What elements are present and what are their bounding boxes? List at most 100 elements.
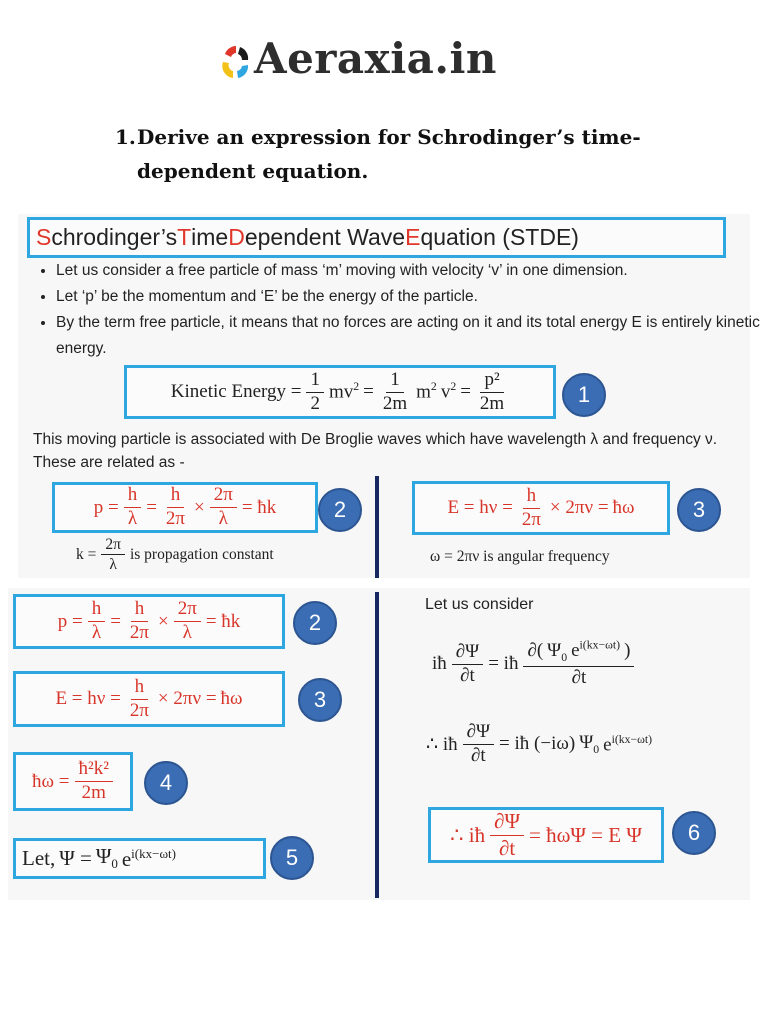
math-text: ∴ iħ — [426, 733, 458, 755]
fraction: ∂Ψ ∂t — [451, 641, 484, 687]
math-text: h — [91, 598, 102, 620]
math-term: v2 — [441, 380, 456, 403]
denominator: λ — [88, 622, 105, 644]
numerator: 2π — [209, 484, 237, 508]
title-seg: T — [177, 224, 192, 250]
energy-box-2: E = hν = h 2π × 2πν = ħω — [13, 671, 285, 727]
denominator: λ — [105, 555, 121, 573]
logo-text: Aeraxia.in — [254, 34, 497, 83]
math-term: Ψ0 — [579, 732, 599, 757]
badge-2: 2 — [318, 488, 362, 532]
math-text: ħω — [220, 688, 243, 709]
numerator: h — [130, 675, 149, 700]
badge-6: 6 — [672, 811, 716, 855]
math-text: 2m — [382, 392, 408, 414]
fraction: 2π λ — [209, 484, 237, 530]
math-text: = ħωΨ = E Ψ — [529, 822, 642, 847]
aeraxia-logo-icon — [222, 46, 249, 78]
math-text: h — [526, 484, 537, 506]
math-text: = — [110, 610, 121, 632]
base: m — [416, 381, 431, 403]
numerator: p² — [480, 369, 504, 393]
base: mv — [328, 381, 354, 403]
math-text: Let, — [22, 846, 56, 870]
superscript: i(kx−ωt) — [131, 845, 176, 861]
math-text: ∂t — [571, 667, 587, 689]
math-text: = — [363, 381, 374, 402]
wavefunction-box: Let, Ψ = Ψ0 ei(kx−ωt) — [13, 838, 266, 879]
math-text: ∂t — [498, 835, 516, 860]
derivative-step-1: iħ ∂Ψ ∂t = iħ ∂(Ψ0 ei(kx−ωt)) ∂t — [430, 639, 637, 689]
fraction: ∂Ψ ∂t — [462, 721, 495, 767]
kinetic-energy-box: Kinetic Energy = 1 2 mv2 = 1 2m m2 v2 = p² 2m — [124, 365, 556, 419]
denominator: λ — [179, 622, 196, 644]
energy-equation: E = hν = h 2π × 2πν = ħω — [53, 675, 244, 722]
base: Ψ — [579, 731, 594, 753]
numerator: ħ²k² — [74, 758, 113, 782]
denominator: 2π — [162, 508, 189, 530]
fraction: 1 2m — [379, 368, 411, 415]
math-text: λ — [182, 622, 192, 643]
fraction: h 2π — [162, 484, 189, 530]
wavefunction-equation: Let, Ψ = Ψ0 ei(kx−ωt) — [20, 844, 178, 872]
title-seg: E — [405, 224, 421, 250]
dispersion-equation: ħω = ħ²k² 2m — [30, 758, 116, 804]
math-text: × — [158, 610, 169, 632]
badge-3: 3 — [298, 678, 342, 722]
energy-equation: E = hν = h 2π × 2πν = ħω — [445, 484, 636, 531]
math-text: ħ²k² — [78, 758, 109, 780]
derivative-step-2: ∴ iħ ∂Ψ ∂t = iħ (−iω) Ψ0 ei(kx−ωt) — [424, 721, 654, 767]
numerator: h — [123, 484, 142, 508]
fraction: 2π λ — [101, 536, 125, 573]
denominator: 2m — [379, 393, 411, 415]
derivative-equation-2: ∴ iħ ∂Ψ ∂t = iħ (−iω) Ψ0 ei(kx−ωt) — [424, 721, 654, 767]
k-note-equation: k = 2π λ is propagation constant — [74, 536, 276, 573]
base: e — [603, 734, 612, 756]
numerator: ∂Ψ — [462, 721, 495, 745]
numerator: ∂Ψ — [451, 641, 484, 665]
math-text: 2m — [81, 782, 106, 803]
math-text: 1 — [390, 368, 400, 390]
energy-box: E = hν = h 2π × 2πν = ħω — [412, 481, 670, 535]
momentum-box-2: p = h λ = h 2π × 2π λ = ħk — [13, 594, 285, 649]
math-text: ∂Ψ — [466, 721, 491, 742]
badge-2: 2 — [293, 601, 337, 645]
math-text: ∂t — [471, 744, 486, 766]
math-term: ei(kx−ωt) — [603, 733, 652, 756]
math-term: Ψ0 — [96, 844, 118, 872]
title-seg: quation (STDE) — [420, 224, 579, 250]
fraction: p² 2m — [476, 369, 508, 415]
bullet-item: Let ‘p’ be the momentum and ‘E’ be the e… — [56, 284, 766, 310]
math-text: = — [146, 496, 157, 518]
numerator: h — [522, 484, 541, 509]
fraction: h 2π — [126, 598, 153, 644]
denominator: 2π — [126, 622, 153, 644]
column-divider — [375, 476, 379, 578]
math-text: 2π — [165, 508, 185, 529]
denominator: 2π — [518, 509, 545, 531]
math-text: E = hν = — [447, 497, 513, 518]
math-text: h — [134, 675, 145, 697]
math-term: mv2 — [329, 380, 359, 403]
denominator: 2m — [476, 393, 508, 415]
superscript: 2 — [430, 380, 437, 394]
math-text: ħω — [612, 497, 635, 518]
schrodinger-equation: ∴ iħ ∂Ψ ∂t = ħωΨ = E Ψ — [448, 810, 644, 859]
title-seg: ime — [191, 224, 229, 250]
derivative-equation-1: iħ ∂Ψ ∂t = iħ ∂(Ψ0 ei(kx−ωt)) ∂t — [430, 639, 637, 689]
denominator: ∂t — [467, 745, 490, 767]
title-seg: chrodinger’s — [51, 224, 178, 250]
math-text: ∂Ψ — [455, 641, 480, 663]
math-text: λ — [91, 622, 102, 643]
k-note: k = 2π λ is propagation constant — [74, 536, 276, 573]
logo — [218, 40, 254, 89]
omega-note: ω = 2πν is angular frequency — [428, 548, 612, 566]
math-text: Ψ = — [59, 846, 92, 870]
denominator: 2π — [126, 700, 153, 722]
base: Ψ — [95, 844, 112, 869]
math-text: 2π — [129, 622, 149, 643]
fraction: h 2π — [518, 484, 545, 531]
